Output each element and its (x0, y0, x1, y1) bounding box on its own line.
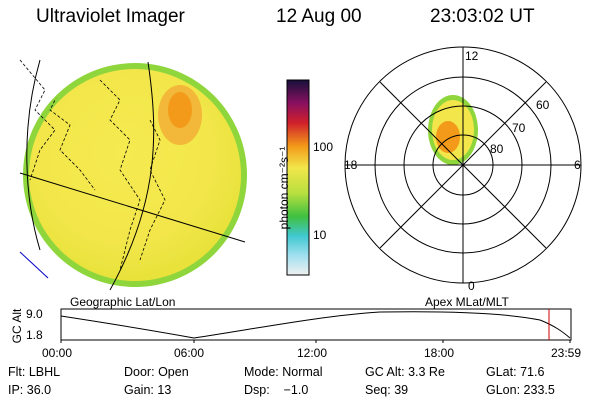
ip-info: IP: 36.0 (8, 383, 52, 397)
glon-info: GLon: 233.5 (486, 383, 555, 397)
color-bar (286, 79, 310, 276)
time-tick-1800: 18:00 (424, 346, 455, 360)
time-tick-0000: 00:00 (42, 346, 73, 360)
meridian-line (109, 61, 155, 291)
time-label: 23:03:02 UT (430, 6, 535, 27)
earth-disk (29, 69, 241, 281)
altitude-axis-label: GC Alt (10, 308, 24, 344)
colorbar-tick-100: 100 (313, 140, 334, 154)
gcalt-info: GC Alt: 3.3 Re (365, 365, 445, 379)
lat-label-70: 70 (512, 121, 526, 135)
uv-image-panel (19, 59, 247, 291)
gain-info: Gain: 13 (124, 383, 172, 397)
door-info: Door: Open (124, 365, 189, 379)
lat-label-60: 60 (536, 98, 550, 112)
altitude-plot (60, 308, 572, 343)
mlt-label-12: 12 (465, 49, 479, 63)
date-label: 12 Aug 00 (276, 6, 362, 27)
colorbar-unit-label: photon cm⁻²s⁻¹ (277, 146, 291, 230)
instrument-title: Ultraviolet Imager (36, 6, 185, 27)
time-tick-1200: 12:00 (297, 346, 328, 360)
mlt-label-18: 18 (344, 158, 358, 172)
filter-info: Flt: LBHL (8, 365, 61, 379)
mode-info: Mode: Normal (244, 365, 323, 379)
alt-tick-1-8: 1.8 (26, 328, 43, 342)
lat-label-80: 80 (490, 142, 504, 156)
alt-tick-9: 9.0 (26, 307, 43, 321)
altitude-plot-frame (60, 308, 572, 341)
mlt-label-6: 6 (574, 158, 581, 172)
apex-title: Apex MLat/MLT (425, 295, 509, 309)
time-tick-2359: 23:59 (551, 346, 582, 360)
seq-info: Seq: 39 (365, 383, 409, 397)
limb-marker (19, 251, 49, 279)
latitude-line (19, 172, 246, 243)
geographic-title: Geographic Lat/Lon (70, 295, 176, 309)
time-tick-0600: 06:00 (174, 346, 205, 360)
glat-info: GLat: 71.6 (486, 365, 545, 379)
polar-plot: 12 18 6 0 60 70 80 (344, 46, 582, 293)
coastline (39, 69, 96, 191)
altitude-curve (60, 311, 571, 339)
mlt-label-0: 0 (468, 279, 475, 293)
colorbar-tick-10: 10 (313, 228, 327, 242)
dsp-info: Dsp: −1.0 (244, 383, 309, 397)
